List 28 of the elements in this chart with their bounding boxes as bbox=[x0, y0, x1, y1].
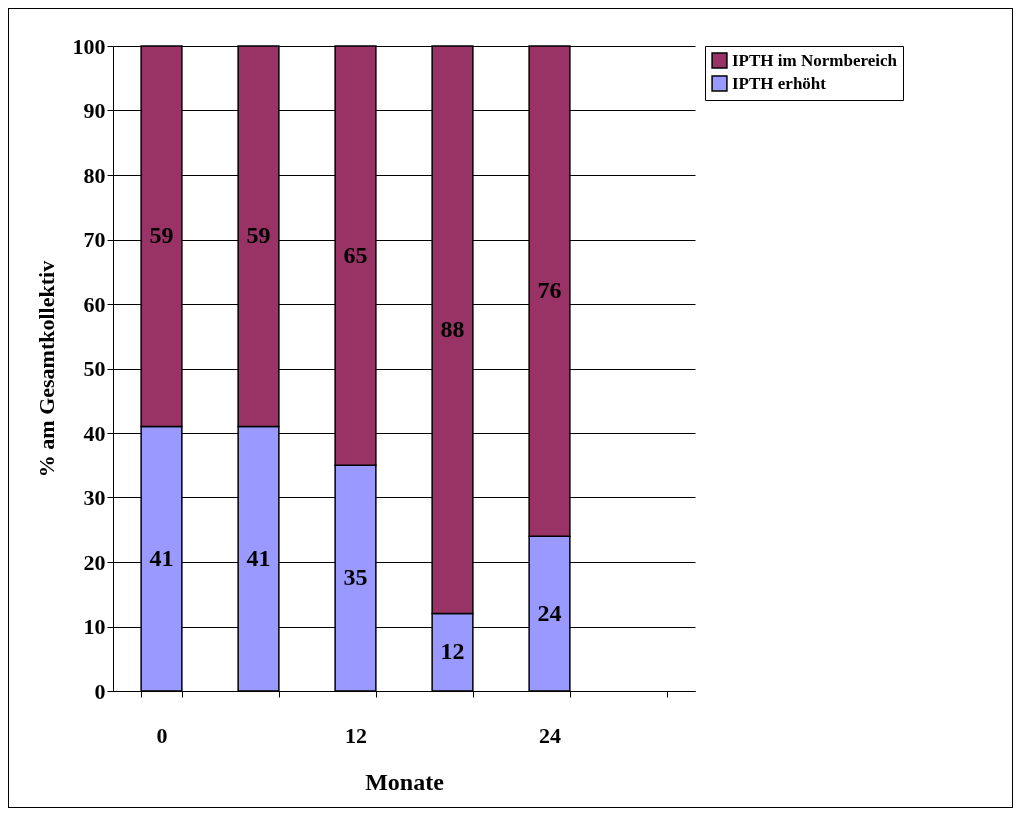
y-tick-label: 30 bbox=[83, 485, 106, 510]
data-label: 41 bbox=[149, 544, 174, 571]
x-tick-label: 0 bbox=[156, 722, 168, 748]
y-tick-label: 0 bbox=[94, 678, 106, 704]
x-tick-label: 24 bbox=[539, 722, 561, 748]
data-label: 59 bbox=[246, 222, 271, 249]
data-label: 35 bbox=[343, 564, 368, 591]
data-label: 76 bbox=[537, 277, 562, 304]
data-label: 65 bbox=[343, 241, 368, 268]
data-label: 12 bbox=[440, 638, 465, 665]
legend-label: IPTH erhöht bbox=[732, 73, 827, 93]
y-tick-label: 100 bbox=[72, 33, 106, 59]
x-axis-title: Monate bbox=[365, 768, 445, 795]
y-axis-title: % am Gesamtkollektiv bbox=[33, 260, 59, 478]
y-tick-label: 80 bbox=[83, 162, 106, 188]
x-tick-label: 12 bbox=[345, 722, 367, 748]
y-tick-label: 50 bbox=[83, 356, 106, 381]
legend-label: IPTH im Normbereich bbox=[732, 50, 898, 70]
y-tick-label: 90 bbox=[83, 98, 106, 123]
data-label: 59 bbox=[149, 222, 174, 249]
data-label: 41 bbox=[246, 544, 271, 571]
y-tick-label: 10 bbox=[83, 614, 106, 639]
data-label: 24 bbox=[537, 599, 562, 626]
y-tick-label: 40 bbox=[83, 420, 106, 446]
y-tick-label: 60 bbox=[83, 291, 106, 317]
data-label: 88 bbox=[440, 315, 465, 342]
y-tick-label: 20 bbox=[83, 549, 106, 575]
y-tick-label: 70 bbox=[83, 227, 106, 252]
